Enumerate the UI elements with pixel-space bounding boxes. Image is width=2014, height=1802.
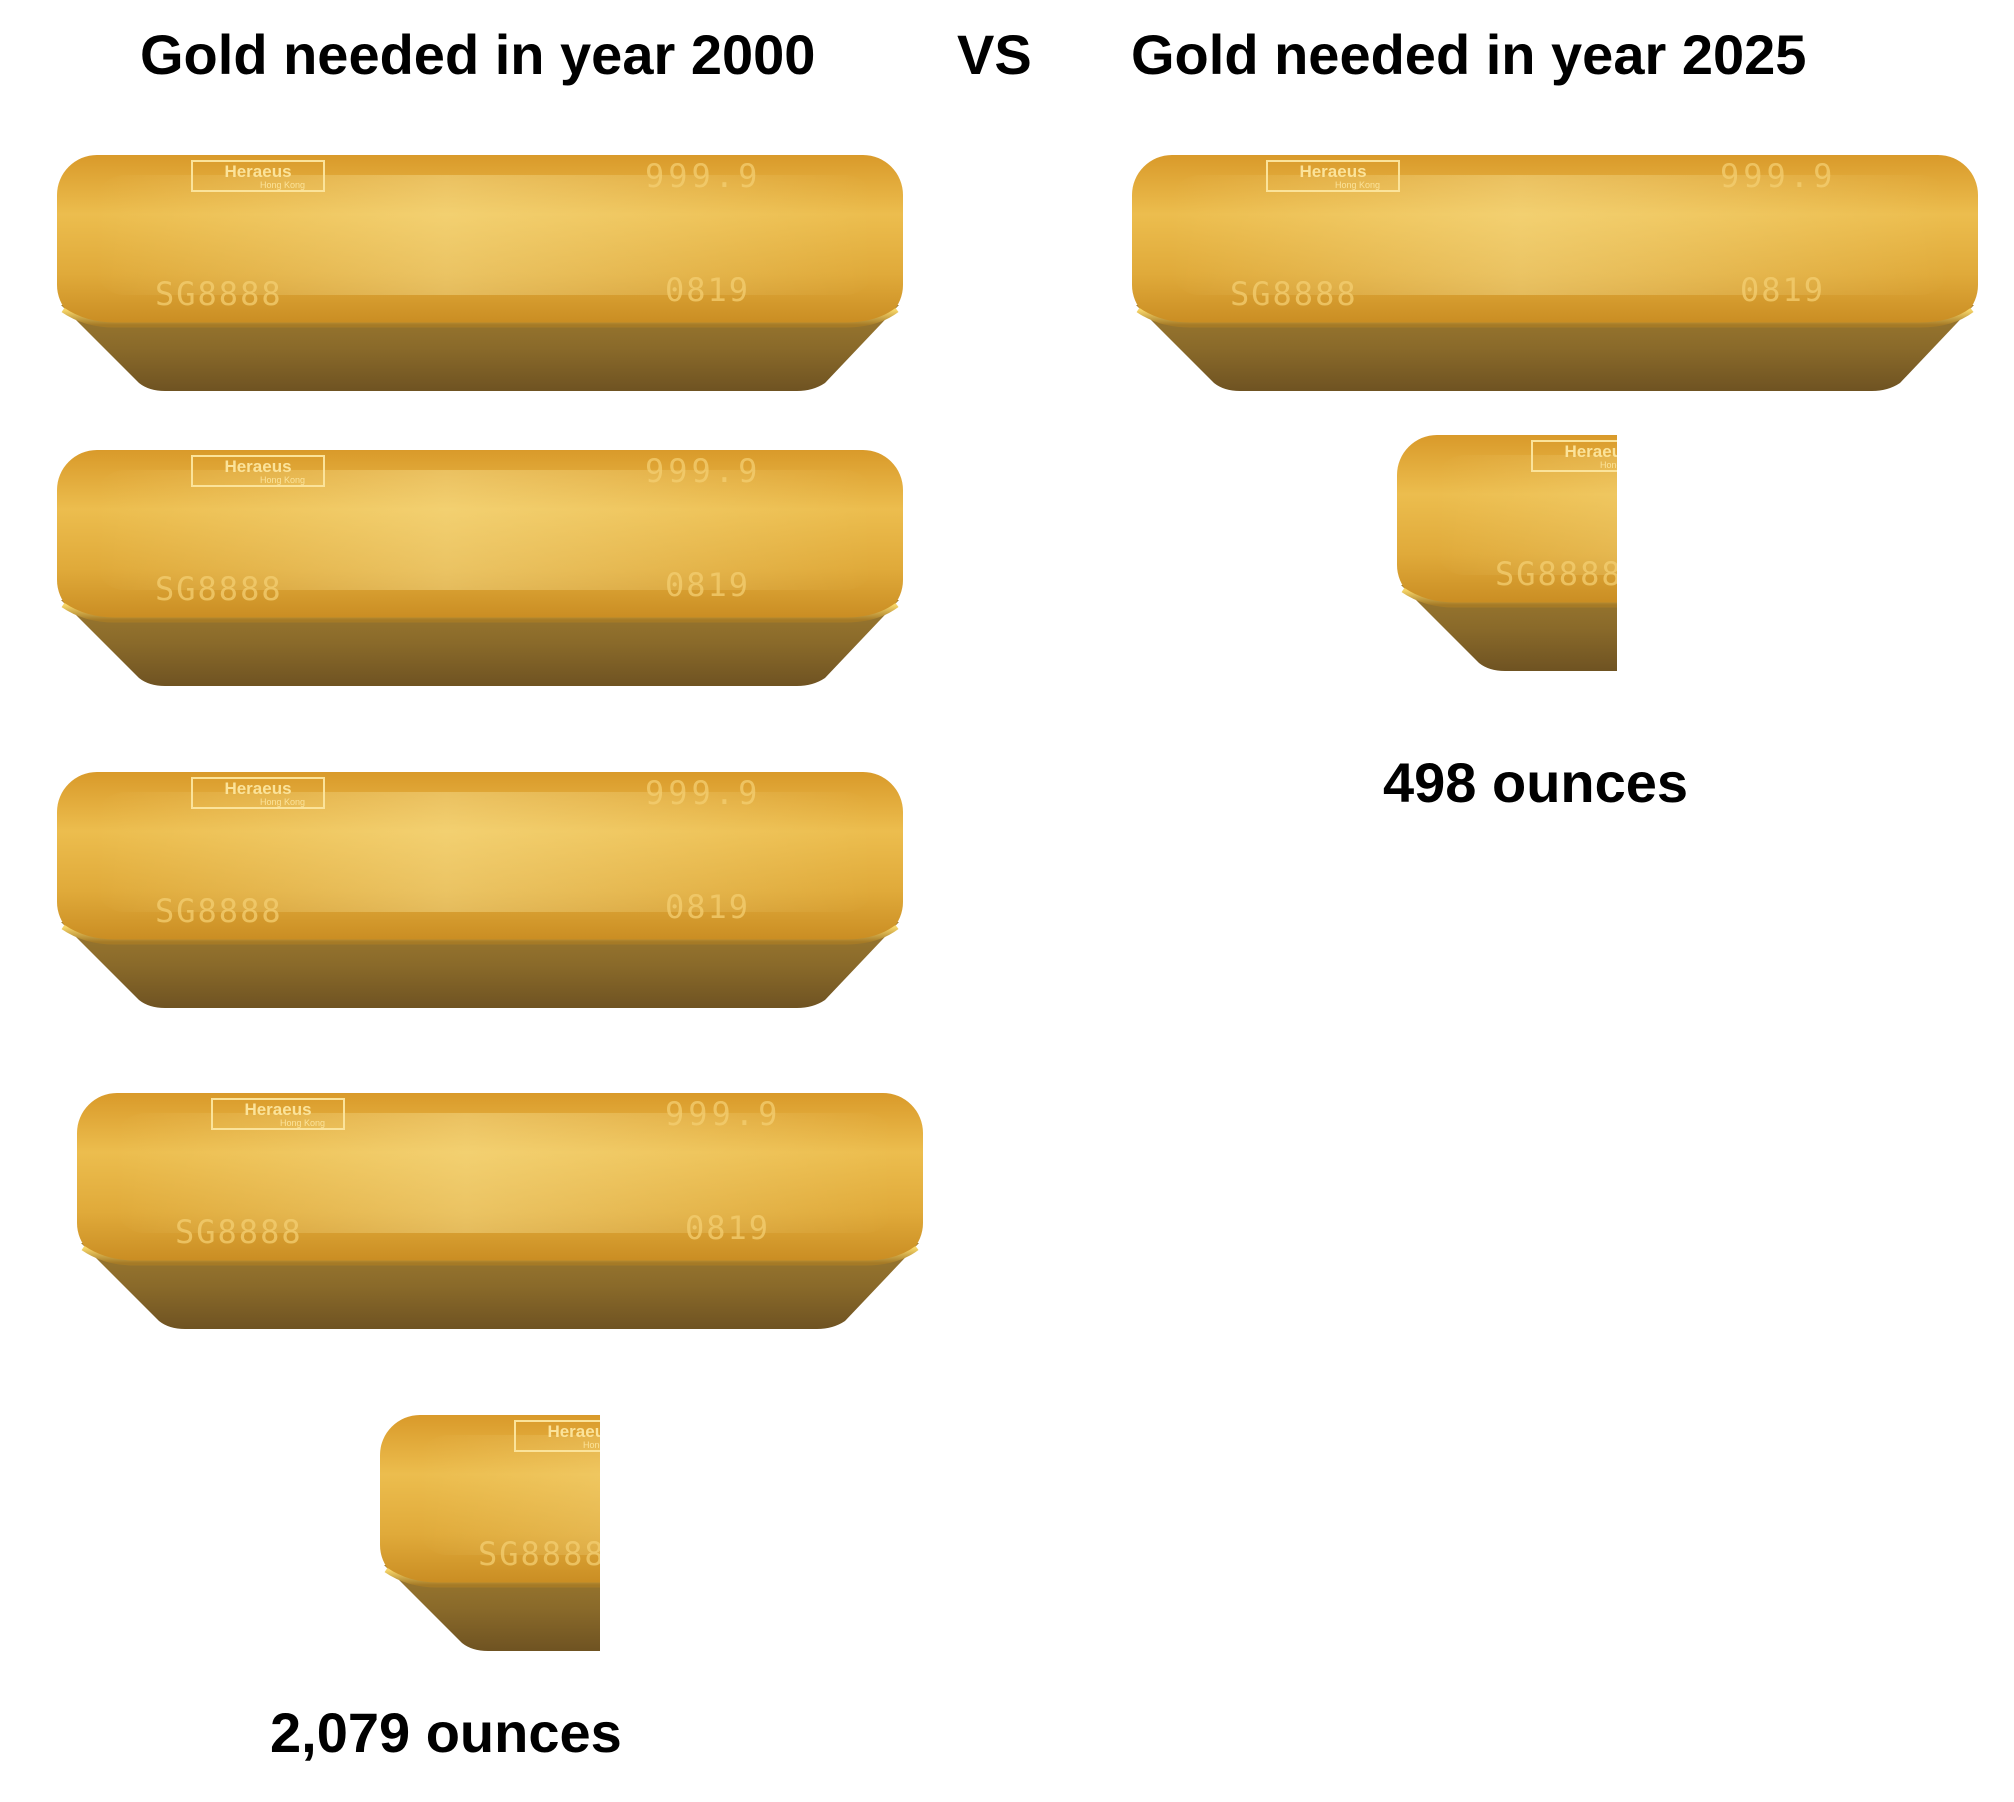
number-stamp: 0819 [665,888,750,926]
brand-stamp: Heraeus [1299,162,1366,181]
brand-stamp-box [191,160,325,192]
serial-stamp: SG8888 [155,892,283,930]
heading-year-2000: Gold needed in year 2000 [140,23,816,86]
number-stamp: 0819 [665,271,750,309]
purity-stamp: 999.9 [645,452,761,490]
brand-stamp-box [191,777,325,809]
brand-stamp-box [1531,440,1617,472]
gold-bar-icon: Heraeus Hong Kong 999.9 SG8888 0819 [77,1093,923,1329]
purity-stamp: 999.9 [665,1095,781,1133]
brand-stamp-box [1266,160,1400,192]
heading-year-2025: Gold needed in year 2025 [1131,23,1807,86]
number-stamp: 0819 [665,566,750,604]
gold-bar-icon: Heraeus Hong Kong 999.9 SG8888 0819 [1132,155,1978,391]
purity-stamp: 999.9 [645,774,761,812]
brand-stamp-box [514,1420,600,1452]
serial-stamp: SG8888 [478,1535,600,1573]
gold-bar-2000-2: Heraeus Hong Kong 999.9 SG8888 0819 [55,450,905,690]
purity-stamp: 999.9 [1720,157,1836,195]
brand-stamp: Heraeus [547,1422,600,1441]
gold-bar-icon: Heraeus Hong Kong 999.9 SG8888 0819 [380,1415,600,1651]
brand-location: Hong Kong [1600,460,1617,470]
gold-bar-2025-partial: Heraeus Hong Kong 999.9 SG8888 0819 [1395,435,1617,675]
brand-stamp-box [211,1098,345,1130]
gold-bar-2000-3: Heraeus Hong Kong 999.9 SG8888 0819 [55,772,905,1012]
total-ounces-2025: 498 ounces [1383,751,1689,814]
serial-stamp: SG8888 [175,1213,303,1251]
gold-bar-2000-partial: Heraeus Hong Kong 999.9 SG8888 0819 [378,1415,600,1655]
gold-bar-icon: Heraeus Hong Kong 999.9 SG8888 0819 [57,155,903,391]
number-stamp: 0819 [685,1209,770,1247]
brand-stamp: Heraeus [224,162,291,181]
gold-bar-icon: Heraeus Hong Kong 999.9 SG8888 0819 [1397,435,1617,671]
brand-location: Hong Kong [260,475,305,485]
brand-stamp: Heraeus [224,457,291,476]
brand-location: Hong Kong [583,1440,600,1450]
brand-stamp: Heraeus [1564,442,1617,461]
brand-stamp-box [191,455,325,487]
gold-bar-2025-1: Heraeus Hong Kong 999.9 SG8888 0819 [1130,155,1980,395]
number-stamp: 0819 [1740,271,1825,309]
brand-stamp: Heraeus [244,1100,311,1119]
serial-stamp: SG8888 [155,570,283,608]
brand-location: Hong Kong [260,797,305,807]
brand-location: Hong Kong [260,180,305,190]
gold-bar-2000-4: Heraeus Hong Kong 999.9 SG8888 0819 [75,1093,925,1333]
brand-location: Hong Kong [280,1118,325,1128]
brand-location: Hong Kong [1335,180,1380,190]
serial-stamp: SG8888 [155,275,283,313]
gold-bar-icon: Heraeus Hong Kong 999.9 SG8888 0819 [57,772,903,1008]
gold-bar-icon: Heraeus Hong Kong 999.9 SG8888 0819 [57,450,903,686]
serial-stamp: SG8888 [1230,275,1358,313]
brand-stamp: Heraeus [224,779,291,798]
serial-stamp: SG8888 [1495,555,1617,593]
total-ounces-2000: 2,079 ounces [270,1701,622,1764]
gold-bar-2000-1: Heraeus Hong Kong 999.9 SG8888 0819 [55,155,905,395]
heading-vs: VS [957,23,1032,86]
purity-stamp: 999.9 [645,157,761,195]
